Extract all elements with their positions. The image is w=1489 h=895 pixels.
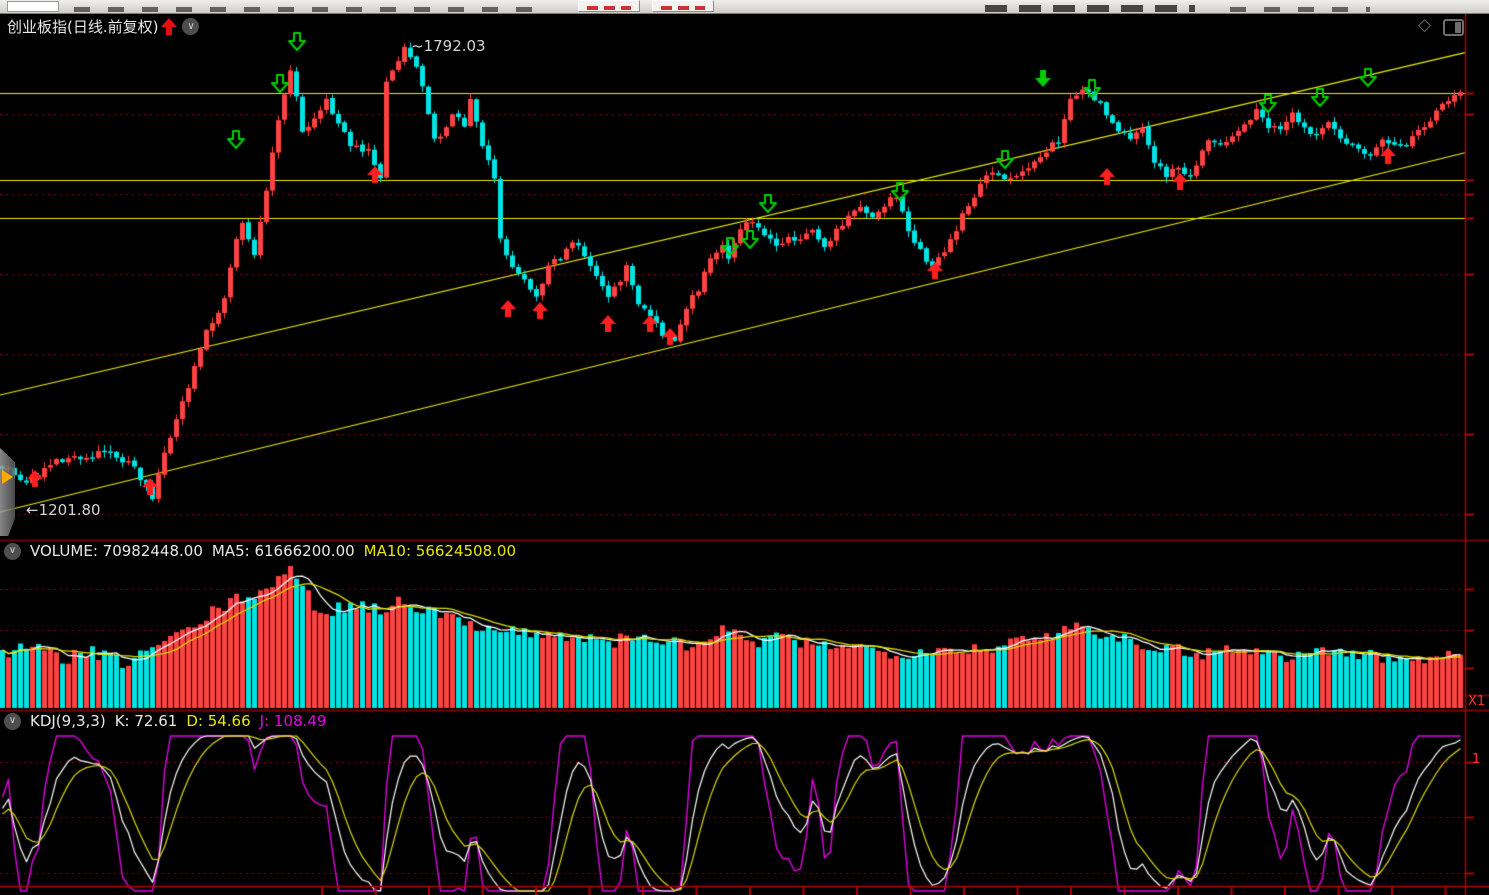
k-value: 72.61 [134, 712, 178, 730]
toolbar-ticker-clipped [985, 5, 1195, 12]
toolbar-menu-items-clipped[interactable] [74, 7, 544, 12]
toolbar-red-button-2[interactable] [652, 0, 714, 12]
toolbar-red-button-1[interactable] [578, 0, 640, 12]
d-label: D: [186, 712, 203, 730]
top-menu-bar[interactable] [0, 0, 1489, 14]
ma10-label: MA10: [363, 542, 411, 560]
d-value: 54.66 [207, 712, 251, 730]
ma5-value: 61666200.00 [254, 542, 355, 560]
peak-price-annotation: ~1792.03 [411, 37, 486, 55]
chevron-down-icon: ∨ [187, 20, 195, 32]
collapse-kdj-pane-button[interactable]: ∨ [4, 712, 21, 730]
kdj-axis-label: 1 [1472, 752, 1481, 767]
left-page-wedge [0, 448, 15, 536]
low-price-annotation: ←1201.80 [26, 501, 101, 519]
volume-header: ∨ VOLUME: 70982448.00 MA5: 61666200.00 M… [4, 542, 516, 560]
volume-unit-label: X1 [1468, 694, 1486, 709]
toolbar-right-items-clipped[interactable] [1230, 7, 1370, 12]
split-window-icon[interactable] [1443, 19, 1464, 36]
ma5-label: MA5: [211, 542, 250, 560]
diamond-icon[interactable]: ◇ [1418, 15, 1432, 35]
kdj-label: KDJ(9,3,3) [30, 712, 106, 730]
chevron-down-icon: ∨ [8, 545, 17, 556]
kdj-header: ∨ KDJ(9,3,3) K: 72.61 D: 54.66 J: 108.49 [4, 712, 326, 730]
ma10-value: 56624508.00 [415, 542, 516, 560]
volume-value: 70982448.00 [102, 542, 203, 560]
k-label: K: [114, 712, 130, 730]
toolbar-logo-box [7, 1, 59, 12]
volume-label: VOLUME: [30, 542, 98, 560]
collapse-volume-pane-button[interactable]: ∨ [4, 542, 21, 560]
j-value: 108.49 [273, 712, 327, 730]
chevron-down-icon: ∨ [8, 715, 17, 726]
collapse-main-pane-button[interactable]: ∨ [182, 18, 200, 35]
j-label: J: [259, 712, 270, 730]
chart-header: 创业板指(日线.前复权) ∨ [7, 16, 200, 37]
left-scroll-marker-icon[interactable] [2, 470, 13, 484]
page-title: 创业板指(日线.前复权) [7, 18, 159, 36]
